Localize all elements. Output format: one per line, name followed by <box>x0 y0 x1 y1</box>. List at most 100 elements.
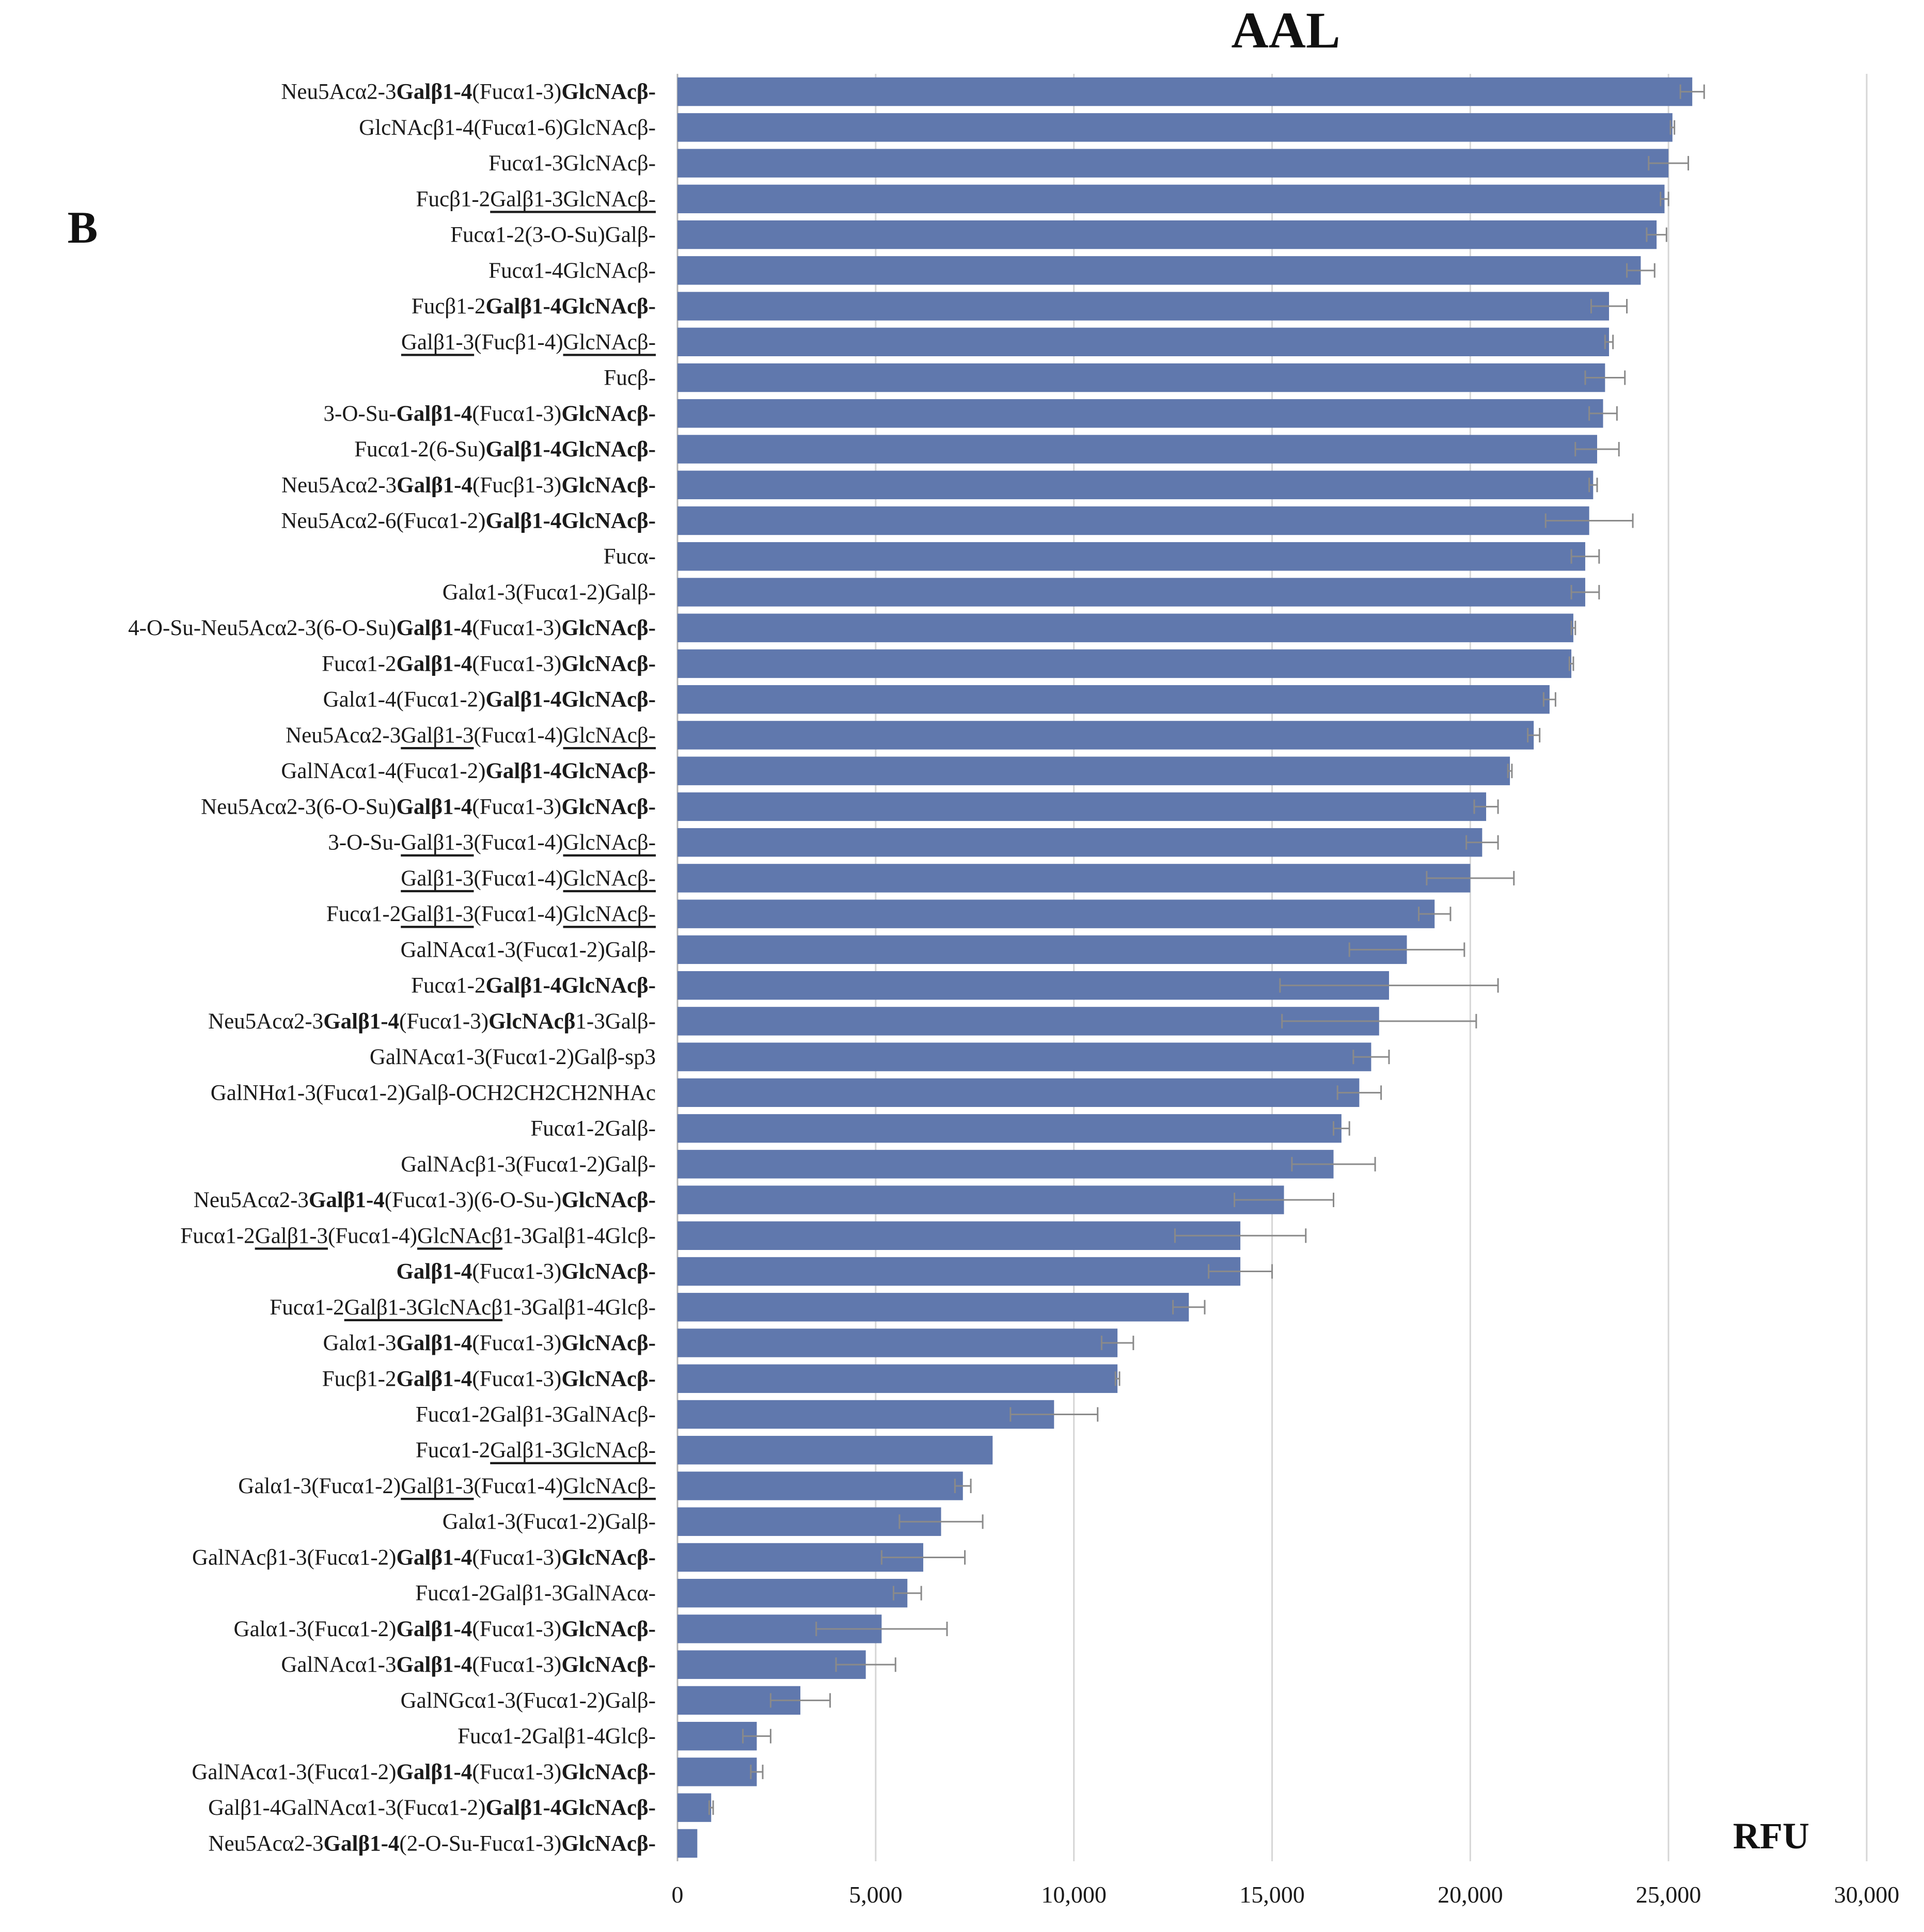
bar <box>677 1078 1360 1107</box>
error-bars <box>708 84 1705 1815</box>
error-bar <box>1281 1013 1477 1028</box>
bar <box>677 578 1585 607</box>
error-bar <box>1114 1371 1121 1386</box>
category-label: Fucα1-2Galβ1-4Glcβ- <box>458 1724 656 1748</box>
bar <box>677 1042 1371 1071</box>
category-label: Neu5Acα2-3Galβ1-4(Fucβ1-3)GlcNAcβ- <box>281 473 656 497</box>
error-bar <box>1660 192 1669 207</box>
bar <box>677 756 1510 785</box>
category-label: Galα1-3Galβ1-4(Fucα1-3)GlcNAcβ- <box>323 1331 656 1355</box>
bar <box>677 1400 1054 1429</box>
category-label: Fucβ1-2Galβ1-4(Fucα1-3)GlcNAcβ- <box>322 1367 656 1391</box>
error-bar <box>1570 549 1600 564</box>
category-label: Fucα1-3GlcNAcβ- <box>488 151 656 176</box>
category-label: 3-O-Su-Galβ1-4(Fucα1-3)GlcNAcβ- <box>324 401 656 425</box>
bar <box>677 1436 993 1465</box>
category-label: Neu5Acα2-3Galβ1-4(2-O-Su-Fucα1-3)GlcNAcβ… <box>208 1831 656 1856</box>
bar <box>677 1185 1284 1214</box>
category-label: GalNAcα1-3Galβ1-4(Fucα1-3)GlcNAcβ- <box>281 1653 656 1677</box>
category-label: Galα1-3(Fucα1-2)Galβ1-4(Fucα1-3)GlcNAcβ- <box>234 1617 656 1641</box>
error-bar <box>1352 1050 1390 1065</box>
error-bar <box>1646 227 1667 242</box>
error-bar <box>835 1657 896 1672</box>
bar <box>677 1007 1379 1036</box>
category-label: Neu5Acα2-6(Fucα1-2)Galβ1-4GlcNAcβ- <box>281 509 656 533</box>
bar <box>677 1579 908 1608</box>
error-bar <box>1234 1193 1334 1208</box>
category-label: Fucα1-2(3-O-Su)Galβ- <box>450 223 656 247</box>
error-bar <box>1336 1085 1382 1100</box>
bar <box>677 1221 1241 1250</box>
category-label: Neu5Acα2-3Galβ1-3(Fucα1-4)GlcNAcβ- <box>286 723 656 747</box>
category-label: Fucα1-2(6-Su)Galβ1-4GlcNAcβ- <box>354 437 656 462</box>
category-label: GalNAcα1-4(Fucα1-2)Galβ1-4GlcNAcβ- <box>281 759 656 783</box>
bar <box>677 399 1603 428</box>
error-bar <box>1584 370 1626 385</box>
bar <box>677 1364 1118 1393</box>
chart-title: AAL <box>1231 2 1340 59</box>
bar <box>677 470 1594 499</box>
category-label: Fucα1-2Galβ1-3(Fucα1-4)GlcNAcβ1-3Galβ1-4… <box>180 1224 656 1248</box>
error-bar <box>1679 84 1705 99</box>
error-bar <box>1291 1157 1376 1171</box>
category-label: Fucα- <box>604 544 656 568</box>
x-axis-ticks: 0 5,000 10,000 15,000 20,000 25,000 30,000 <box>672 1881 1900 1908</box>
panel-label: B <box>68 203 98 253</box>
category-label: GalNAcβ1-3(Fucα1-2)Galβ- <box>401 1152 656 1176</box>
error-bar <box>1544 513 1634 528</box>
error-bar <box>750 1764 764 1779</box>
category-label: Neu5Acα2-3Galβ1-4(Fucα1-3)(6-O-Su-)GlcNA… <box>194 1188 656 1212</box>
error-bar <box>1172 1300 1206 1315</box>
error-bar <box>1507 764 1513 779</box>
x-axis-label: RFU <box>1733 1815 1809 1857</box>
error-bar <box>1010 1407 1099 1422</box>
category-label: Fucα1-2Galβ1-4(Fucα1-3)GlcNAcβ- <box>322 652 656 676</box>
bar <box>677 721 1534 750</box>
error-bar <box>708 1800 714 1815</box>
x-tick-label: 15,000 <box>1239 1881 1305 1908</box>
error-bar <box>1568 656 1574 671</box>
error-bar <box>1473 799 1499 814</box>
error-bar <box>1588 406 1618 421</box>
bar <box>677 685 1550 714</box>
x-tick-label: 10,000 <box>1041 1881 1107 1908</box>
x-tick-label: 5,000 <box>849 1881 903 1908</box>
category-label: Galβ1-4GalNAcα1-3(Fucα1-2)Galβ1-4GlcNAcβ… <box>208 1796 656 1820</box>
error-bar <box>1590 299 1628 314</box>
error-bar <box>815 1621 948 1636</box>
category-label: Fucα1-4GlcNAcβ- <box>488 258 656 282</box>
bar <box>677 899 1435 928</box>
error-bar <box>742 1729 771 1744</box>
category-label: 3-O-Su-Galβ1-3(Fucα1-4)GlcNAcβ- <box>328 830 656 854</box>
error-bar <box>1527 727 1541 742</box>
bar <box>677 256 1641 285</box>
error-bar <box>1604 335 1614 350</box>
category-label: Galα1-3(Fucα1-2)Galβ- <box>443 580 656 604</box>
error-bar <box>1669 120 1676 135</box>
category-label: GalNHα1-3(Fucα1-2)Galβ-OCH2CH2CH2NHAc <box>211 1081 656 1105</box>
error-bar <box>1570 584 1600 599</box>
category-label: Fucα1-2Galβ- <box>530 1116 656 1141</box>
error-bar <box>1348 942 1465 957</box>
error-bar <box>1332 1121 1350 1136</box>
bar <box>677 1471 963 1500</box>
category-label: GalNGcα1-3(Fucα1-2)Galβ- <box>401 1688 656 1713</box>
bar <box>677 1507 941 1536</box>
category-label: Neu5Acα2-3Galβ1-4(Fucα1-3)GlcNAcβ- <box>281 80 656 104</box>
error-bar <box>1626 263 1655 278</box>
error-bar <box>1588 478 1598 493</box>
category-label: Galα1-4(Fucα1-2)Galβ1-4GlcNAcβ- <box>323 687 656 711</box>
x-tick-label: 20,000 <box>1438 1881 1503 1908</box>
bar <box>677 149 1669 178</box>
x-tick-label: 25,000 <box>1636 1881 1701 1908</box>
bar <box>677 935 1407 964</box>
error-bar <box>1279 978 1499 993</box>
bar <box>677 649 1572 678</box>
bar <box>677 792 1487 821</box>
error-bar <box>769 1693 831 1708</box>
bar <box>677 1114 1342 1143</box>
category-labels: Neu5Acα2-3Galβ1-4(Fucα1-3)GlcNAcβ- GlcNAc… <box>128 80 656 1856</box>
error-bar <box>1174 1228 1307 1243</box>
error-bar <box>898 1514 984 1529</box>
